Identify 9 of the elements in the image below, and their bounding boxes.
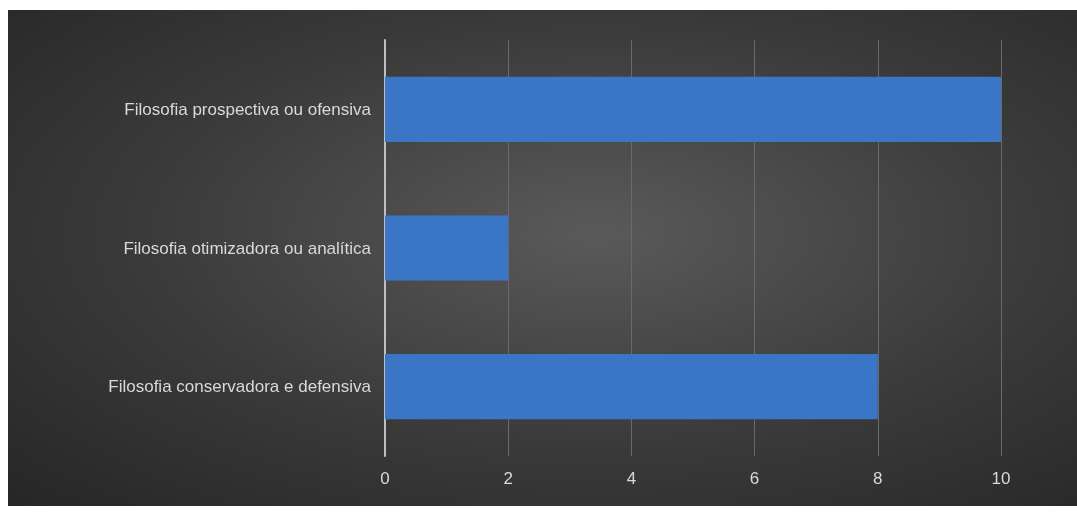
x-tick-label: 10: [991, 469, 1011, 488]
x-tick-label: 4: [626, 469, 637, 488]
x-tick-label: 6: [749, 469, 760, 488]
x-tick-label: 2: [503, 469, 513, 488]
x-tick-label: 0: [380, 469, 390, 488]
y-tick-label: Filosofia otimizadora ou analítica: [123, 238, 372, 258]
y-tick-label: Filosofia conservadora e defensiva: [108, 377, 372, 397]
y-tick-label: Filosofia prospectiva ou ofensiva: [124, 99, 372, 119]
x-tick-label: 8: [873, 469, 883, 488]
